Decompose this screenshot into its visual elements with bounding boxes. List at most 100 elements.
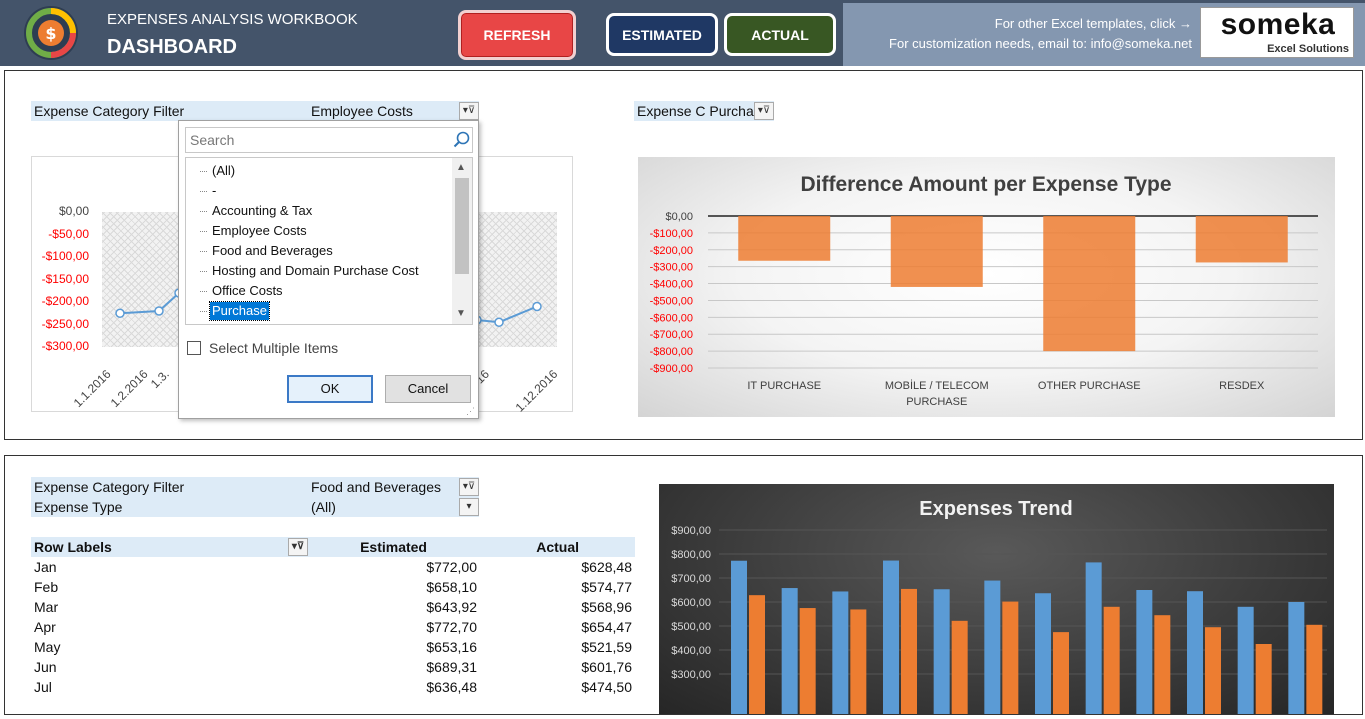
table-row: Feb $658,10 $574,77 (31, 577, 635, 597)
expense-c-filter-label: Expense C Purchase (637, 103, 755, 119)
someka-logo[interactable]: someka Excel Solutions (1200, 7, 1354, 58)
trend-chart-svg: Expenses Trend $900,00 $800,00 $700,00 $600,… (671, 498, 1327, 719)
estimated-button[interactable]: ESTIMATED (606, 13, 718, 56)
search-input[interactable]: Search (185, 127, 473, 153)
bar (1085, 562, 1102, 719)
bar (890, 216, 983, 287)
y-tick-label: -$600,00 (650, 312, 693, 324)
month-cell: Jul (34, 679, 52, 695)
month-cell: Feb (34, 579, 59, 595)
customization-text: For customization needs, email to: info@… (889, 36, 1192, 51)
bottom-category-filter-row: Expense Category Filter Food and Beverag… (31, 477, 479, 497)
brand-name: someka (1220, 8, 1336, 41)
filter-icon[interactable]: ▾⊽ (459, 478, 479, 496)
y-tick-label: -$150,00 (41, 271, 89, 286)
y-tick-label: $0,00 (58, 204, 89, 218)
tree-connector (200, 251, 207, 252)
bar (850, 609, 867, 719)
actual-button[interactable]: ACTUAL (724, 13, 836, 56)
search-icon[interactable] (453, 131, 471, 149)
expense-type-filter-value: (All) (311, 499, 336, 515)
table-row: Jan $772,00 $628,48 (31, 557, 635, 577)
filter-list-item[interactable]: - (212, 183, 217, 198)
bar (1154, 615, 1171, 719)
estimated-cell: $658,10 (426, 579, 477, 595)
bar (799, 608, 816, 719)
filter-list-item[interactable]: Accounting & Tax (212, 203, 313, 218)
y-tick-label: -$250,00 (41, 316, 89, 331)
refresh-button[interactable]: REFRESH (458, 10, 576, 60)
bar (1053, 632, 1069, 719)
y-tick-label: -$400,00 (650, 279, 693, 291)
bar (1205, 627, 1221, 719)
estimated-cell: $636,48 (426, 679, 477, 695)
filter-list-item[interactable]: Employee Costs (212, 223, 307, 238)
line-series-path (119, 292, 180, 315)
bar (738, 216, 831, 261)
dropdown-arrow-icon[interactable]: ▾ (459, 498, 479, 516)
list-scrollbar[interactable]: ▲ ▼ (452, 158, 472, 324)
scroll-down-icon[interactable]: ▼ (456, 308, 466, 319)
month-cell: Mar (34, 599, 59, 615)
filter-icon[interactable]: ▾⊽ (754, 102, 774, 120)
filter-icon[interactable]: ▾⊽ (459, 102, 479, 120)
tree-connector (200, 211, 207, 212)
y-tick-label: -$50,00 (48, 226, 89, 241)
x-tick-label: MOBİLE / TELECOM (885, 379, 989, 392)
actual-cell: $568,96 (581, 599, 632, 615)
cancel-button[interactable]: Cancel (385, 375, 471, 403)
actual-cell: $474,50 (581, 679, 632, 695)
filter-list[interactable]: (All) - Accounting & Tax Employee Costs Food… (185, 157, 473, 325)
y-tick-label: $800,00 (671, 549, 711, 561)
expense-type-filter-row: Expense Type (All) ▾ (31, 497, 479, 517)
bottom-category-filter-label: Expense Category Filter (34, 479, 185, 495)
select-multiple-label[interactable]: Select Multiple Items (209, 340, 339, 356)
select-multiple-checkbox[interactable] (187, 341, 201, 355)
filter-icon[interactable]: ▾⊽ (288, 538, 308, 556)
estimated-cell: $772,70 (426, 619, 477, 635)
table-row: Mar $643,92 $568,96 (31, 597, 635, 617)
estimated-cell: $689,31 (426, 659, 477, 675)
filter-list-item[interactable]: Hosting and Domain Purchase Cost (212, 263, 419, 278)
filter-list-item[interactable]: (All) (212, 163, 236, 178)
line-series-path (476, 305, 538, 324)
resize-grip-icon[interactable]: ⋰ (466, 406, 475, 416)
actual-header: Actual (536, 539, 579, 555)
y-tick-label: $600,00 (671, 597, 711, 609)
bar (1002, 601, 1019, 719)
bar (933, 589, 950, 719)
filter-dropdown[interactable]: Search (All) - Accounting & Tax Employee Co… (178, 120, 479, 419)
bar (951, 620, 968, 719)
bar (832, 591, 849, 719)
app-title: EXPENSES ANALYSIS WORKBOOK (107, 11, 358, 28)
y-tick-label: $500,00 (671, 621, 711, 633)
y-tick-label: -$200,00 (650, 245, 693, 257)
scroll-up-icon[interactable]: ▲ (456, 162, 466, 173)
y-tick-label: $900,00 (671, 525, 711, 537)
chart-title: Difference Amount per Expense Type (800, 173, 1171, 196)
tree-connector (200, 171, 207, 172)
templates-link[interactable]: For other Excel templates, click → (994, 16, 1192, 31)
table-row: May $653,16 $521,59 (31, 637, 635, 657)
y-tick-label: -$200,00 (41, 294, 89, 308)
expense-type-filter-label: Expense Type (34, 499, 123, 515)
y-tick-label: $700,00 (671, 573, 711, 585)
tree-connector (200, 231, 207, 232)
y-tick-label: -$500,00 (650, 295, 693, 307)
filter-list-item[interactable]: Food and Beverages (212, 243, 333, 258)
bar (731, 560, 747, 719)
bottom-category-filter-value: Food and Beverages (311, 479, 441, 495)
data-point (532, 301, 542, 312)
filter-list-item[interactable]: Office Costs (212, 283, 283, 298)
scroll-thumb[interactable] (455, 178, 469, 274)
y-tick-label: $400,00 (671, 645, 711, 657)
estimated-cell: $643,92 (426, 599, 477, 615)
category-filter-value: Employee Costs (311, 103, 413, 119)
filter-list-item[interactable]: Purchase (209, 301, 270, 321)
y-tick-label: -$800,00 (650, 346, 693, 358)
brand-tagline: Excel Solutions (1267, 43, 1349, 55)
bar (1103, 606, 1120, 719)
bar (781, 588, 798, 719)
y-tick-label: -$100,00 (41, 249, 89, 263)
ok-button[interactable]: OK (287, 375, 373, 403)
